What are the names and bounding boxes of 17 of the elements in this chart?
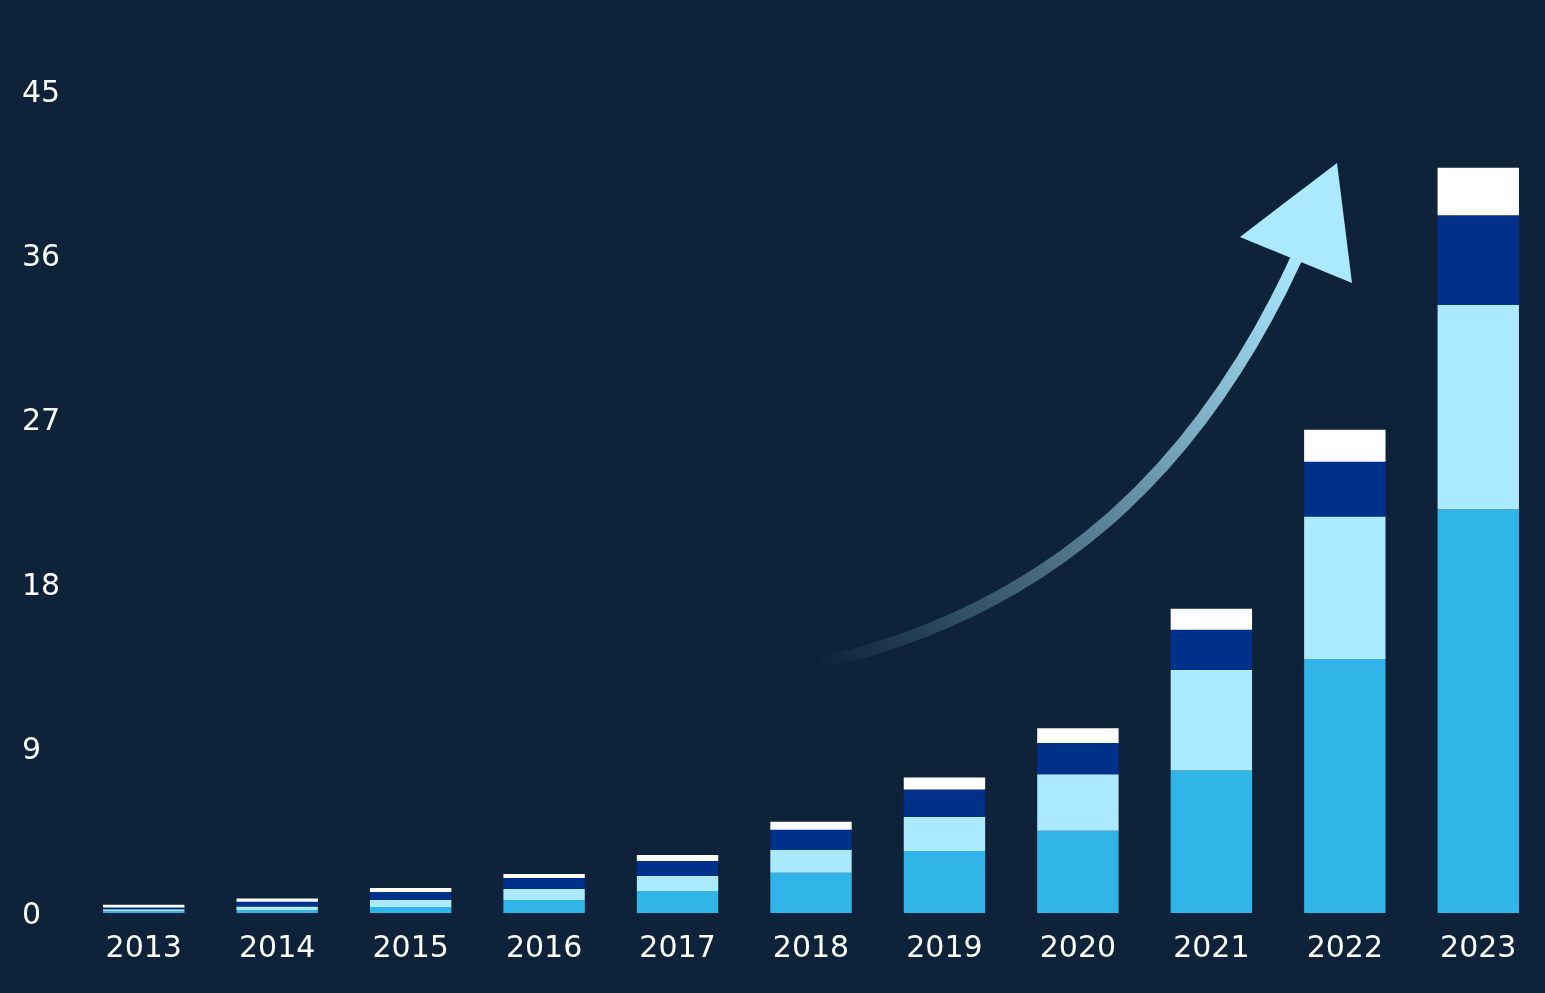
- x-tick-label: 2014: [239, 928, 316, 964]
- x-tick-label: 2023: [1440, 928, 1517, 964]
- y-tick-label: 0: [22, 895, 42, 931]
- x-tick-label: 2022: [1306, 928, 1383, 964]
- x-tick-label: 2018: [772, 928, 850, 964]
- x-tick-label: 2021: [1173, 928, 1250, 964]
- y-tick-label: 9: [22, 731, 42, 767]
- y-tick-label: 36: [22, 237, 61, 273]
- x-tick-label: 2019: [906, 928, 983, 964]
- x-tick-label: 2016: [505, 928, 583, 964]
- x-tick-label: 2015: [372, 928, 449, 964]
- y-tick-label: 27: [22, 402, 61, 438]
- y-tick-label: 45: [22, 73, 61, 109]
- x-tick-label: 2013: [105, 928, 182, 964]
- y-tick-label: 18: [22, 566, 61, 602]
- x-tick-label: 2017: [639, 928, 716, 964]
- x-tick-label: 2020: [1039, 928, 1117, 964]
